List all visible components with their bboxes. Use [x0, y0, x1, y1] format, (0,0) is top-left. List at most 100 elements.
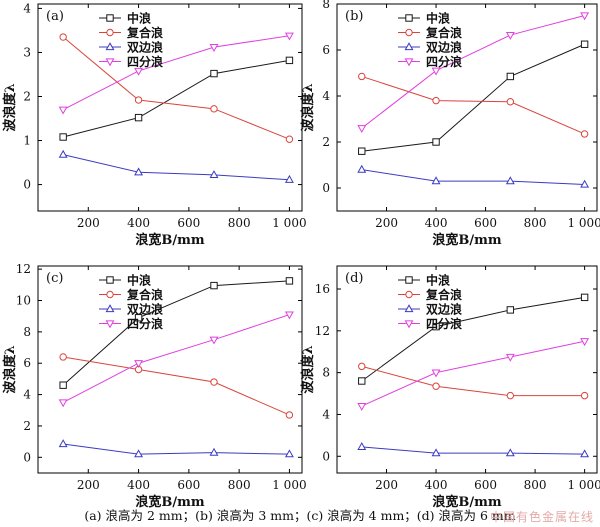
x-tick-label: 1 000: [272, 216, 306, 230]
legend-marker: [106, 28, 114, 37]
legend-marker: [404, 320, 414, 329]
data-point: [357, 125, 367, 134]
panel-label: (a): [46, 9, 64, 24]
data-point: [358, 377, 366, 385]
x-tick-label: 200: [375, 478, 398, 492]
legend-entry: 复合浪: [425, 25, 462, 40]
data-point: [210, 281, 218, 290]
y-tick-label: 16: [315, 282, 330, 296]
legend-entry: 中浪: [127, 273, 151, 288]
y-tick-label: 6: [23, 356, 31, 370]
legend-marker: [105, 304, 115, 313]
x-tick-label: 800: [524, 478, 547, 492]
series-line: [62, 280, 290, 386]
y-axis-label: 波浪度λ: [300, 83, 316, 131]
data-point: [285, 56, 294, 65]
plot-frame: [336, 3, 598, 212]
x-tick-label: 400: [127, 478, 150, 492]
x-tick-label: 600: [177, 478, 200, 492]
series-2: [357, 442, 590, 458]
data-point: [357, 164, 367, 173]
legend-marker: [404, 58, 414, 67]
y-tick-label: 0: [322, 181, 330, 195]
series-line: [361, 75, 585, 135]
series-line: [63, 59, 290, 138]
legend-entry: 中浪: [426, 11, 450, 26]
legend-entry: 双边浪: [127, 302, 163, 317]
data-point: [505, 353, 515, 362]
series-line: [361, 15, 585, 129]
y-tick-label: 2: [23, 89, 31, 103]
data-point: [285, 135, 294, 143]
y-tick-label: 12: [315, 324, 330, 338]
series-line: [361, 365, 585, 397]
data-point: [59, 33, 67, 41]
x-axis-label: 浪宽B/mm: [432, 232, 501, 248]
legend-marker: [105, 320, 115, 329]
legend-marker: [405, 276, 413, 284]
legend-entry: 中浪: [426, 273, 450, 288]
panel-label: (b): [345, 9, 363, 24]
y-tick-label: 2: [23, 419, 31, 433]
data-point: [134, 113, 143, 122]
data-point: [432, 96, 440, 105]
legend-entry: 复合浪: [126, 25, 163, 40]
y-tick-label: 4: [322, 407, 330, 421]
legend-marker: [405, 14, 413, 22]
series-line: [63, 154, 290, 181]
data-point: [284, 32, 294, 41]
legend-marker: [405, 290, 413, 299]
legend-marker: [106, 290, 114, 299]
data-point: [580, 449, 590, 458]
data-point: [580, 179, 590, 188]
data-point: [580, 391, 589, 400]
data-point: [580, 338, 590, 347]
legend-marker: [105, 42, 115, 51]
data-point: [58, 149, 68, 158]
series-line: [361, 446, 585, 455]
data-point: [432, 382, 440, 390]
x-tick-label: 600: [474, 478, 497, 492]
data-point: [505, 31, 515, 40]
data-point: [209, 336, 219, 345]
legend-entry: 四分浪: [426, 316, 462, 331]
data-point: [506, 306, 515, 314]
watermark: 中国有色金属在线: [489, 510, 594, 524]
series-line: [361, 296, 585, 382]
series-0: [59, 277, 294, 389]
plot-frame: [37, 3, 303, 212]
data-point: [209, 447, 219, 456]
y-tick-label: 6: [322, 43, 330, 57]
x-tick-label: 400: [127, 216, 150, 230]
data-point: [580, 40, 589, 48]
data-point: [357, 442, 367, 450]
data-point: [59, 133, 67, 141]
x-tick-label: 600: [177, 216, 200, 230]
y-tick-label: 8: [322, 366, 330, 380]
legend-entry: 四分浪: [127, 316, 163, 331]
legend-entry: 四分浪: [127, 54, 163, 69]
series-2: [357, 164, 590, 188]
series-line: [62, 35, 290, 111]
series-3: [357, 338, 590, 411]
series-line: [63, 443, 290, 455]
data-point: [284, 311, 294, 320]
y-tick-label: 4: [23, 1, 31, 15]
y-tick-label: 4: [23, 388, 31, 402]
data-point: [134, 314, 143, 322]
panel-label: (c): [46, 271, 63, 286]
series-1: [59, 33, 294, 143]
legend-entry: 四分浪: [426, 54, 462, 69]
x-tick-label: 1 000: [567, 216, 600, 230]
series-1: [358, 362, 589, 400]
series-0: [358, 293, 589, 385]
data-point: [358, 362, 366, 371]
legend-marker: [105, 58, 115, 67]
data-point: [357, 402, 367, 411]
legend-marker: [404, 304, 414, 313]
series-line: [63, 356, 290, 416]
y-tick-label: 8: [322, 0, 330, 11]
